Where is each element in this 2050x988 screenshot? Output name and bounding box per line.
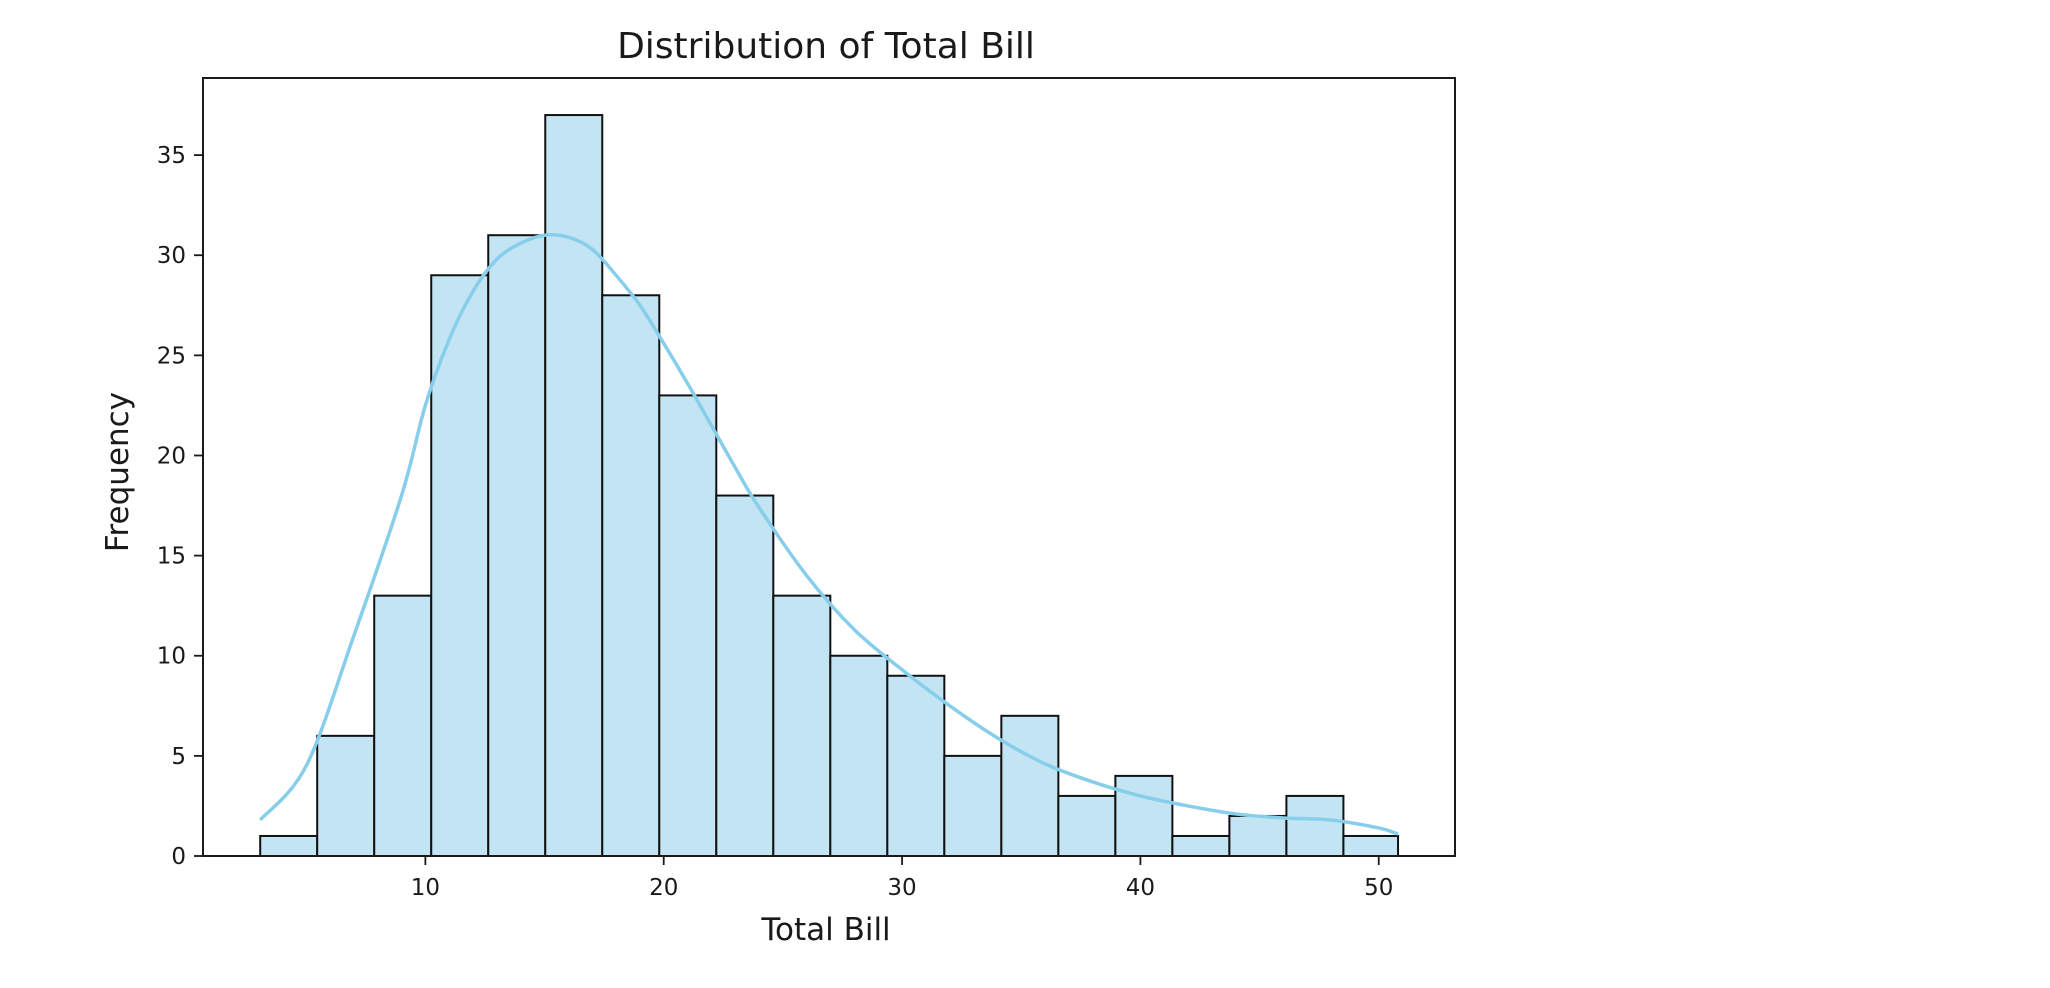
- x-tick-label: 20: [649, 875, 678, 901]
- histogram-bar: [316, 734, 376, 858]
- x-axis-ticks: 10 20 30 40 50: [411, 856, 1393, 901]
- x-tick-label: 40: [1126, 875, 1155, 901]
- y-tick-label: 20: [157, 443, 186, 469]
- bars-layer: [259, 114, 1400, 858]
- y-tick-label: 15: [157, 544, 186, 570]
- histogram-bar: [601, 294, 661, 857]
- histogram-bar: [715, 494, 775, 857]
- histogram-bar: [1114, 774, 1174, 857]
- histogram-bar: [772, 594, 832, 858]
- histogram-bar: [544, 114, 604, 858]
- histogram-bar: [943, 754, 1003, 857]
- chart-title: Distribution of Total Bill: [617, 26, 1035, 67]
- y-tick-label: 5: [171, 744, 186, 770]
- histogram-bar: [1057, 794, 1117, 858]
- histogram-bar: [430, 274, 490, 857]
- histogram-bar: [1171, 834, 1231, 857]
- histogram-bar: [658, 394, 718, 857]
- histogram-bar: [1000, 714, 1060, 857]
- histogram-bar: [1342, 834, 1400, 857]
- y-axis-ticks: 0 5 10 15 20 25 30 35: [157, 143, 203, 870]
- y-axis-label: Frequency: [100, 392, 136, 552]
- histogram-bar: [259, 834, 319, 857]
- plot-frame: [202, 77, 1456, 857]
- histogram-bar: [1285, 794, 1345, 858]
- x-tick-label: 50: [1364, 875, 1393, 901]
- histogram-bar: [829, 654, 889, 858]
- y-tick-label: 30: [157, 243, 186, 269]
- y-tick-label: 10: [157, 644, 186, 670]
- histogram-bar: [886, 674, 946, 857]
- y-tick-label: 25: [157, 343, 186, 369]
- x-tick-label: 30: [887, 875, 916, 901]
- histogram-bar: [487, 234, 547, 857]
- histogram-bar: [1228, 814, 1288, 858]
- y-tick-label: 35: [157, 143, 186, 169]
- x-axis-label: Total Bill: [760, 912, 890, 948]
- x-tick-label: 10: [411, 875, 440, 901]
- histogram-bar: [373, 594, 433, 858]
- y-tick-label: 0: [171, 844, 186, 870]
- kde-curve: [258, 233, 1399, 836]
